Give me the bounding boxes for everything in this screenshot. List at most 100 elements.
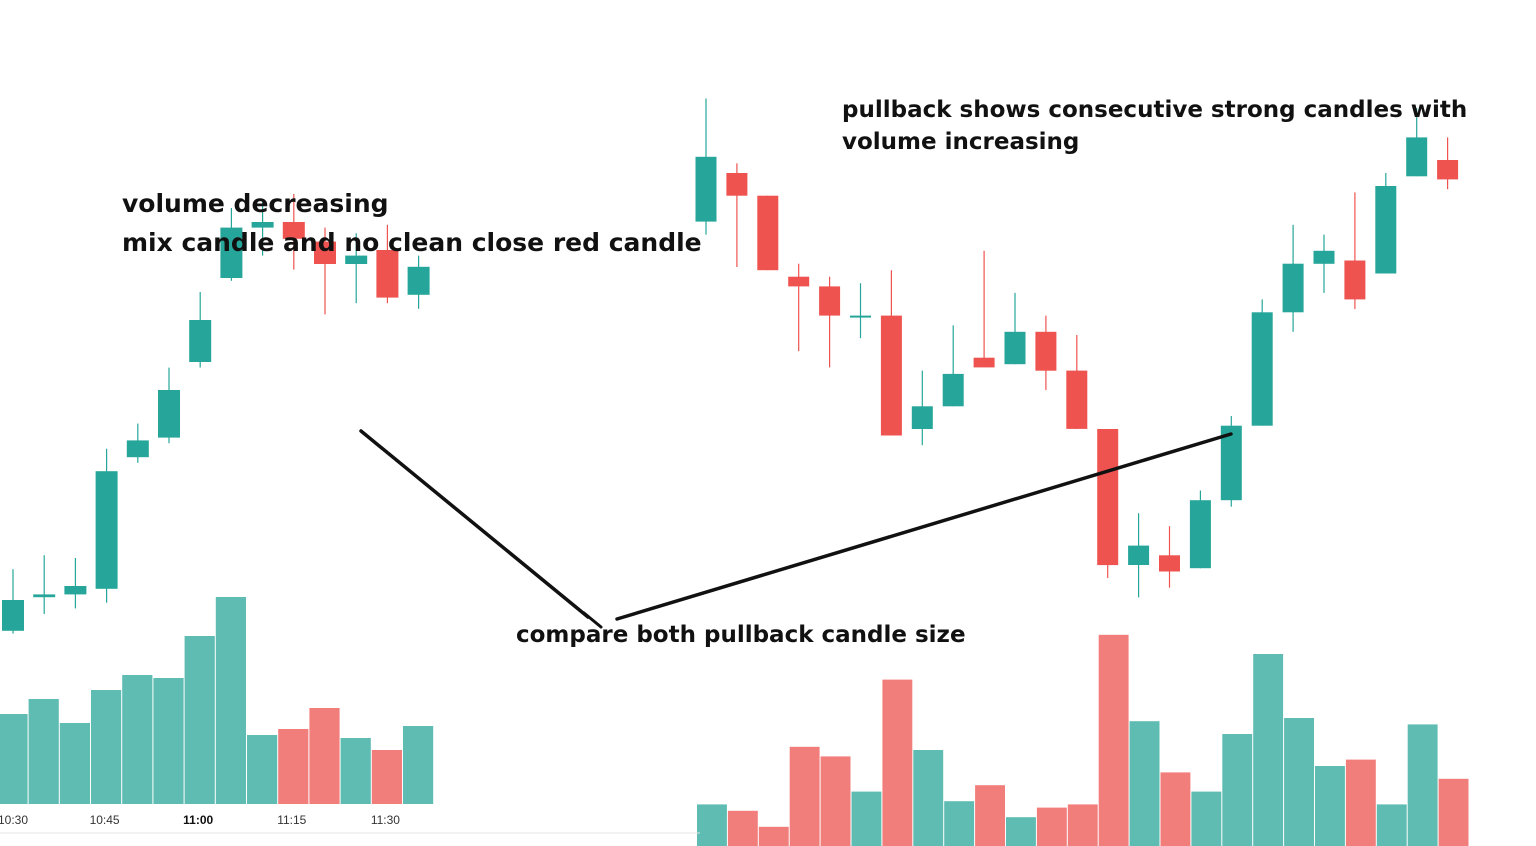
- candle-body: [819, 286, 841, 316]
- annotation-right-line1: pullback shows consecutive strong candle…: [842, 97, 1468, 123]
- time-tick-label: 11:30: [371, 813, 400, 827]
- candle-body: [1097, 429, 1119, 566]
- right-volume-bar: [1438, 778, 1469, 846]
- candle-body: [1128, 545, 1150, 565]
- candle-body: [1220, 425, 1242, 501]
- right-volume-bar: [1253, 654, 1284, 846]
- right-volume-bar: [1006, 817, 1036, 846]
- right-volume-bar: [851, 791, 882, 846]
- left-volume-bar: [91, 690, 122, 804]
- left-time-axis: 10:30 10:45 11:00 11:15 11:30: [0, 813, 400, 827]
- right-candle: [1375, 173, 1397, 274]
- right-volume-bar: [1376, 804, 1407, 846]
- left-volume-bar: [0, 714, 28, 804]
- time-tick-label: 11:00: [183, 813, 213, 827]
- candle-body: [911, 406, 933, 429]
- annotation-left-line1: volume decreasing: [122, 189, 389, 218]
- right-volume-bar: [1345, 759, 1376, 846]
- candle-body: [64, 586, 87, 595]
- right-candle: [1097, 429, 1119, 578]
- comparison-line-right: [615, 432, 1233, 621]
- time-tick-label: 10:45: [90, 813, 120, 827]
- right-volume-bar: [1315, 766, 1345, 846]
- right-candle: [1004, 292, 1026, 365]
- left-candle: [64, 558, 87, 609]
- candle-body: [1375, 186, 1397, 274]
- right-candle: [1313, 234, 1335, 293]
- left-candle: [33, 555, 56, 614]
- annotation-pullback-strong: pullback shows consecutive strong candle…: [842, 94, 1467, 158]
- candle-body: [1282, 263, 1304, 313]
- left-volume-bar: [247, 735, 278, 804]
- candle-body: [880, 315, 902, 436]
- candle-body: [1189, 500, 1211, 569]
- right-candle: [942, 325, 964, 407]
- left-chart-panel: 10:30 10:45 11:00 11:15 11:30: [0, 194, 434, 827]
- candle-body: [942, 373, 964, 407]
- candle-body: [973, 357, 995, 368]
- left-candle: [158, 367, 180, 444]
- right-volume-bars: [697, 634, 1469, 846]
- right-volume-bar: [727, 810, 758, 846]
- right-volume-bar: [1284, 718, 1314, 846]
- left-candle: [126, 423, 149, 463]
- left-volume-bar: [309, 708, 340, 804]
- candle-body: [757, 195, 779, 271]
- candle-body: [1406, 137, 1428, 177]
- left-volume-bar: [403, 726, 434, 804]
- right-volume-bar: [789, 746, 820, 846]
- right-volume-bar: [1067, 804, 1098, 846]
- candle-body: [1437, 160, 1459, 180]
- candle-body: [33, 594, 56, 598]
- left-volume-bar: [184, 636, 215, 804]
- right-candle: [1066, 335, 1088, 429]
- time-tick-label: 10:30: [0, 813, 28, 827]
- candle-body: [788, 276, 810, 287]
- right-candle: [819, 276, 841, 368]
- left-volume-bar: [28, 699, 59, 804]
- left-volume-bar: [153, 678, 184, 804]
- left-candle: [220, 208, 243, 281]
- right-candle: [1251, 299, 1273, 426]
- right-volume-bar: [882, 679, 913, 846]
- left-candle: [95, 448, 118, 603]
- right-chart-panel: [695, 98, 1469, 846]
- left-volume-bar: [59, 723, 90, 804]
- candle-body: [220, 227, 243, 278]
- candle-body: [1004, 331, 1026, 365]
- candle-body: [1159, 555, 1180, 572]
- right-candle: [1035, 315, 1057, 391]
- right-volume-bar: [758, 826, 789, 846]
- left-volume-bars: [0, 597, 434, 804]
- right-volume-bar: [1098, 634, 1129, 846]
- candle-body: [95, 471, 118, 589]
- right-volume-bar: [975, 785, 1005, 846]
- right-candle: [726, 163, 748, 267]
- right-candle: [1159, 526, 1180, 588]
- candle-body: [345, 255, 368, 264]
- candle-body: [282, 222, 305, 239]
- right-volume-bar: [1191, 791, 1222, 846]
- candle-body: [2, 600, 24, 631]
- right-candle: [1128, 513, 1150, 598]
- candle-body: [407, 266, 430, 295]
- comparison-line-left: [359, 429, 590, 619]
- left-candle: [251, 202, 274, 256]
- comparison-line-hook: [582, 611, 603, 629]
- left-candle: [282, 194, 305, 270]
- candle-body: [189, 320, 212, 362]
- left-candles: [2, 194, 430, 634]
- candle-body: [1035, 331, 1057, 371]
- right-candle: [1189, 490, 1211, 569]
- right-candle: [757, 195, 779, 271]
- right-candle: [911, 370, 933, 446]
- left-volume-bar: [278, 729, 309, 804]
- right-volume-bar: [1222, 734, 1253, 846]
- candle-body: [158, 390, 180, 438]
- left-volume-bar: [215, 597, 246, 804]
- annotation-right-line2: volume increasing: [842, 129, 1080, 155]
- annotation-volume-decreasing: volume decreasing mix candle and no clea…: [122, 184, 702, 262]
- right-candles: [695, 98, 1459, 598]
- candle-body: [251, 222, 274, 228]
- right-candle: [788, 263, 810, 352]
